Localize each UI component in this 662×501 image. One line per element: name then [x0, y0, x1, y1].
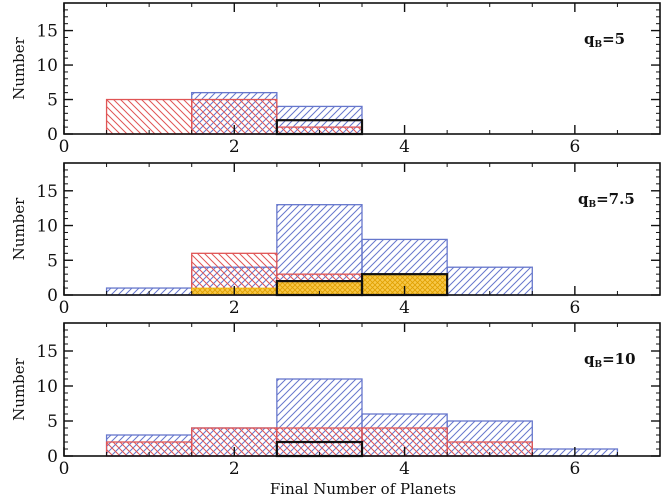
y-tick-label: 10 [36, 377, 58, 397]
bar [276, 281, 362, 295]
x-tick-label: 4 [399, 298, 410, 318]
series-red-hatch [105, 427, 533, 457]
bar [447, 267, 533, 295]
bar [362, 274, 448, 295]
y-tick-label: 0 [47, 286, 58, 306]
y-axis-title: Number [10, 197, 28, 260]
y-axis-title: Number [10, 36, 28, 99]
y-tick-label: 5 [47, 412, 58, 432]
panel-1: 0 5 10 15 0 2 4 6 Number qB=5 [10, 2, 661, 157]
x-tick-label: 0 [59, 137, 70, 157]
y-tick-label: 15 [36, 182, 58, 202]
y-tick-label: 0 [47, 447, 58, 467]
y-tick-label: 5 [47, 91, 58, 111]
x-tick-label: 0 [59, 298, 70, 318]
panel-label: qB=5 [584, 30, 625, 50]
x-tick-label: 4 [399, 459, 410, 479]
bar [447, 442, 533, 456]
panel-3: 0 5 10 15 0 2 4 6 Number qB=10 [10, 322, 661, 479]
x-tick-label: 2 [229, 137, 240, 157]
x-tick-label: 2 [229, 459, 240, 479]
x-tick-label: 0 [59, 459, 70, 479]
y-tick-label: 15 [36, 22, 58, 42]
x-axis-title: Final Number of Planets [270, 480, 456, 498]
x-tick-label: 6 [569, 459, 580, 479]
x-tick-label: 4 [399, 137, 410, 157]
y-tick-label: 10 [36, 217, 58, 237]
x-tick-label: 6 [569, 298, 580, 318]
panel-2: 0 5 10 15 0 2 4 6 Number qB=7.5 [10, 162, 661, 318]
x-tick-label: 2 [229, 298, 240, 318]
y-tick-label: 15 [36, 342, 58, 362]
bar [106, 99, 192, 134]
x-tick-label: 6 [569, 137, 580, 157]
y-axis-title: Number [10, 357, 28, 420]
panel-label: qB=7.5 [578, 190, 635, 210]
y-tick-label: 5 [47, 251, 58, 271]
y-tick-label: 0 [47, 125, 58, 145]
panel-label: qB=10 [584, 350, 636, 370]
y-tick-label: 10 [36, 56, 58, 76]
bar [106, 442, 192, 456]
